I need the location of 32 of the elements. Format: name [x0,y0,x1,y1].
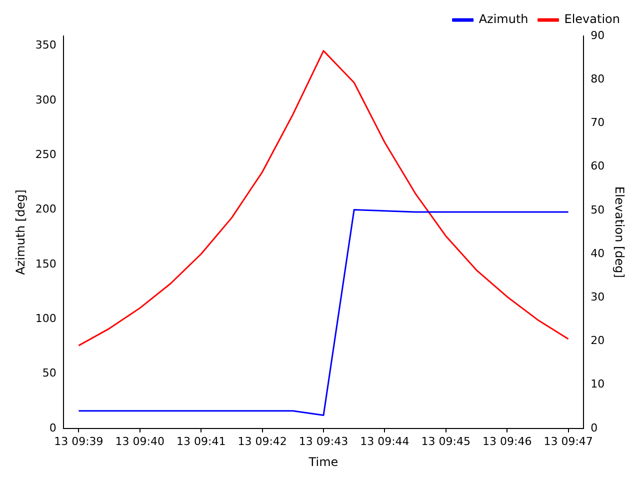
y-tick-label: 150 [35,257,56,270]
x-tick-label: 13 09:42 [238,434,287,448]
y-tick-label: 250 [35,148,56,161]
y2-tick-label: 80 [590,72,605,86]
y-tick-label: 0 [49,421,56,434]
y2-tick-label: 90 [590,28,605,42]
x-tick-label: 13 09:46 [482,434,532,448]
y2-tick-label: 20 [590,334,605,348]
y2-axis-title: Elevation [deg] [612,186,627,278]
x-tick-label: 13 09:47 [544,434,593,448]
y-tick-label: 100 [35,312,56,325]
x-tick-label: 13 09:41 [176,434,226,448]
y-tick-label: 200 [35,202,56,216]
y-tick-label: 300 [35,93,56,106]
x-tick-label: 13 09:39 [54,434,104,448]
legend-label: Azimuth [478,12,528,26]
x-tick-label: 13 09:44 [360,434,410,448]
y2-tick-label: 70 [590,116,605,130]
y2-tick-label: 40 [590,246,605,260]
y-tick-label: 350 [35,38,56,52]
x-tick-label: 13 09:43 [298,434,348,448]
y2-tick-label: 50 [590,203,605,216]
legend-label: Elevation [564,12,620,26]
y2-tick-label: 10 [590,378,605,391]
x-tick-label: 13 09:40 [115,434,164,448]
y2-tick-label: 0 [590,421,598,434]
x-tick-label: 13 09:45 [421,434,471,448]
y2-tick-label: 30 [590,290,605,304]
x-axis-title: Time [308,454,338,469]
y-axis-title: Azimuth [deg] [13,190,28,275]
y2-tick-label: 60 [590,160,605,173]
y-tick-label: 50 [42,366,56,380]
